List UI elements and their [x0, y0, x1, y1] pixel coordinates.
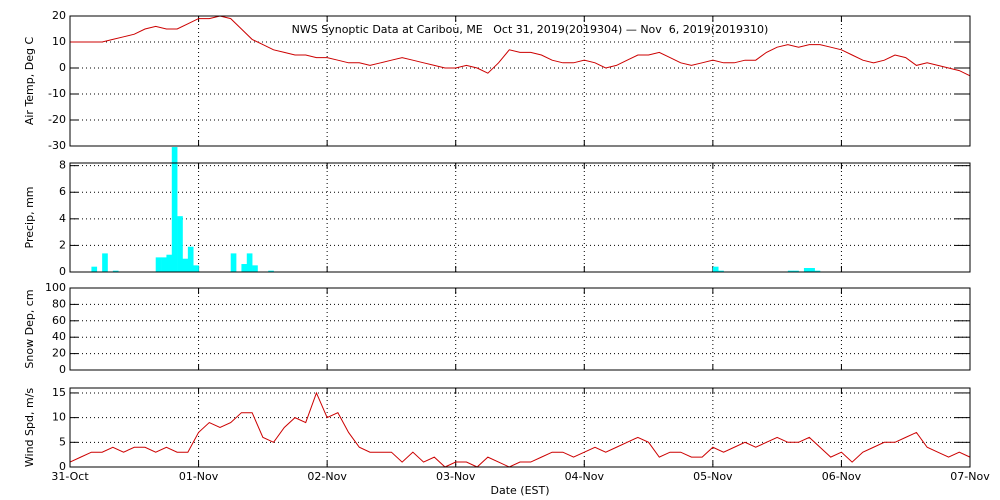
y-tick-label: 40	[52, 330, 66, 343]
x-tick-label: 04-Nov	[565, 470, 605, 483]
bar	[161, 257, 167, 272]
plot-frame	[69, 15, 971, 147]
y-tick-label: 4	[59, 212, 66, 225]
bar	[252, 265, 258, 272]
y-axis-label: Wind Spd, m/s	[23, 388, 36, 468]
x-tick-label: 03-Nov	[436, 470, 476, 483]
y-tick-label: -10	[48, 87, 66, 100]
y-tick-label: -20	[48, 113, 66, 126]
bar	[112, 270, 119, 272]
y-tick-label: 10	[52, 411, 66, 424]
x-tick-label: 07-Nov	[950, 470, 990, 483]
plot-frame	[69, 162, 971, 273]
y-tick-label: 0	[59, 460, 66, 473]
y-tick-label: 2	[59, 238, 66, 251]
x-tick-label: 01-Nov	[179, 470, 219, 483]
y-tick-label: 20	[52, 347, 66, 360]
y-tick-label: -30	[48, 139, 66, 152]
x-tick-label: 06-Nov	[822, 470, 862, 483]
bar	[814, 270, 821, 272]
bar	[809, 268, 815, 272]
x-axis-label: Date (EST)	[490, 484, 549, 497]
plot-frame	[69, 287, 971, 371]
bar	[718, 270, 724, 272]
y-axis-label: Snow Dep, cm	[23, 289, 36, 368]
bar	[166, 254, 173, 272]
x-tick-label: 05-Nov	[693, 470, 733, 483]
bar	[793, 270, 799, 272]
y-tick-label: 8	[59, 159, 66, 172]
y-tick-label: 15	[52, 386, 66, 399]
bar	[187, 246, 194, 272]
bar	[241, 264, 248, 272]
x-tick-label: 31-Oct	[51, 470, 89, 483]
bar	[712, 266, 719, 272]
y-tick-label: 100	[45, 281, 66, 294]
y-tick-label: 6	[59, 185, 66, 198]
y-tick-label: 0	[59, 363, 66, 376]
y-tick-label: 60	[52, 314, 66, 327]
y-tick-label: 0	[59, 61, 66, 74]
bar	[177, 216, 183, 272]
y-axis-label: Precip, mm	[23, 187, 36, 249]
bar	[246, 253, 253, 272]
bar	[182, 258, 189, 272]
y-tick-label: 10	[52, 35, 66, 48]
bar	[91, 266, 98, 272]
bar	[787, 270, 794, 272]
line	[69, 391, 971, 468]
y-tick-label: 5	[59, 435, 66, 448]
plot-frame	[69, 387, 971, 468]
bar	[268, 270, 274, 272]
bar	[155, 257, 162, 272]
bar	[102, 253, 108, 272]
chart-title: NWS Synoptic Data at Caribou, ME Oct 31,…	[292, 23, 769, 36]
y-axis-label: Air Temp, Deg C	[23, 37, 36, 126]
bar	[171, 147, 178, 272]
y-tick-label: 0	[59, 265, 66, 278]
y-tick-label: 80	[52, 297, 66, 310]
bar	[230, 253, 237, 272]
bar	[803, 268, 810, 272]
y-tick-label: 20	[52, 9, 66, 22]
x-tick-label: 02-Nov	[307, 470, 347, 483]
bar	[193, 265, 199, 272]
